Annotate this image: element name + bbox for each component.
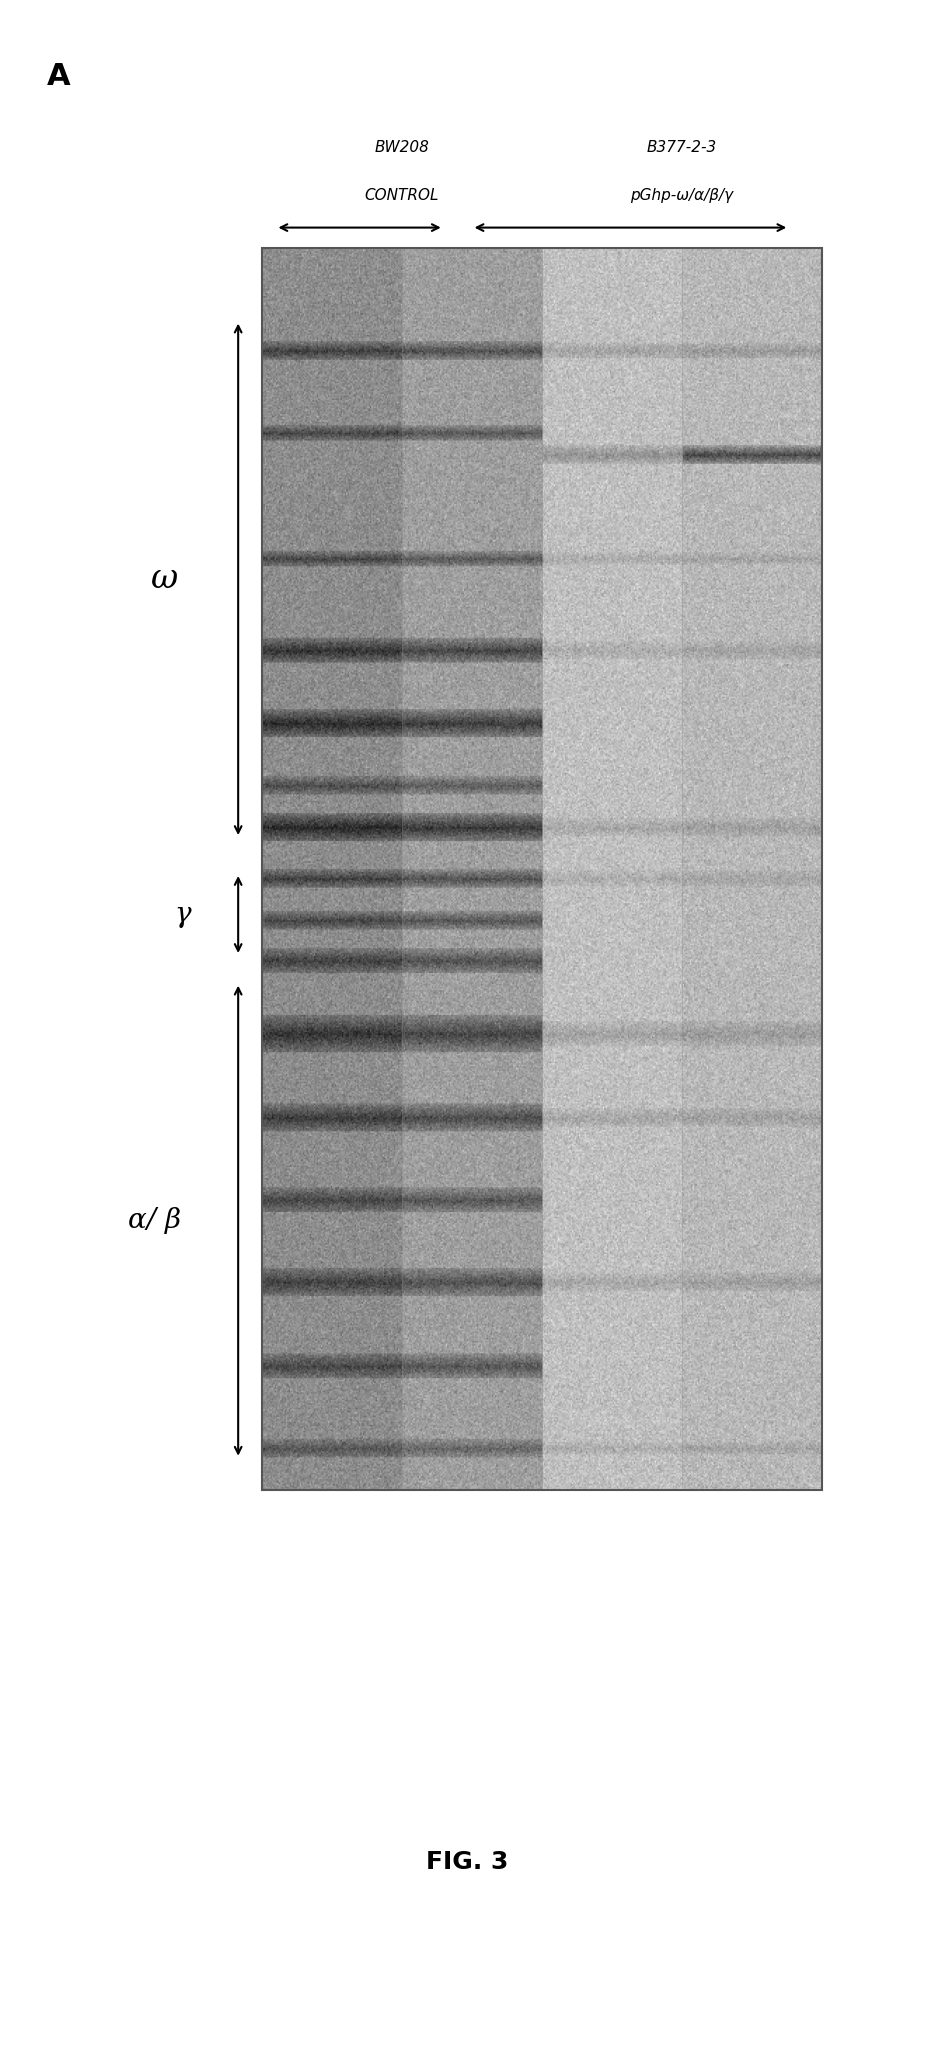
Text: BW208: BW208 bbox=[375, 141, 429, 155]
Bar bbox=[262, 248, 822, 1490]
Text: γ: γ bbox=[174, 900, 191, 929]
Text: ω: ω bbox=[149, 563, 177, 596]
Text: CONTROL: CONTROL bbox=[364, 188, 439, 203]
Text: A: A bbox=[47, 62, 70, 91]
Text: FIG. 3: FIG. 3 bbox=[426, 1850, 508, 1875]
Text: α/ β: α/ β bbox=[128, 1206, 180, 1235]
Text: pGhp-ω/α/β/γ: pGhp-ω/α/β/γ bbox=[630, 188, 733, 203]
Text: B377-2-3: B377-2-3 bbox=[646, 141, 717, 155]
